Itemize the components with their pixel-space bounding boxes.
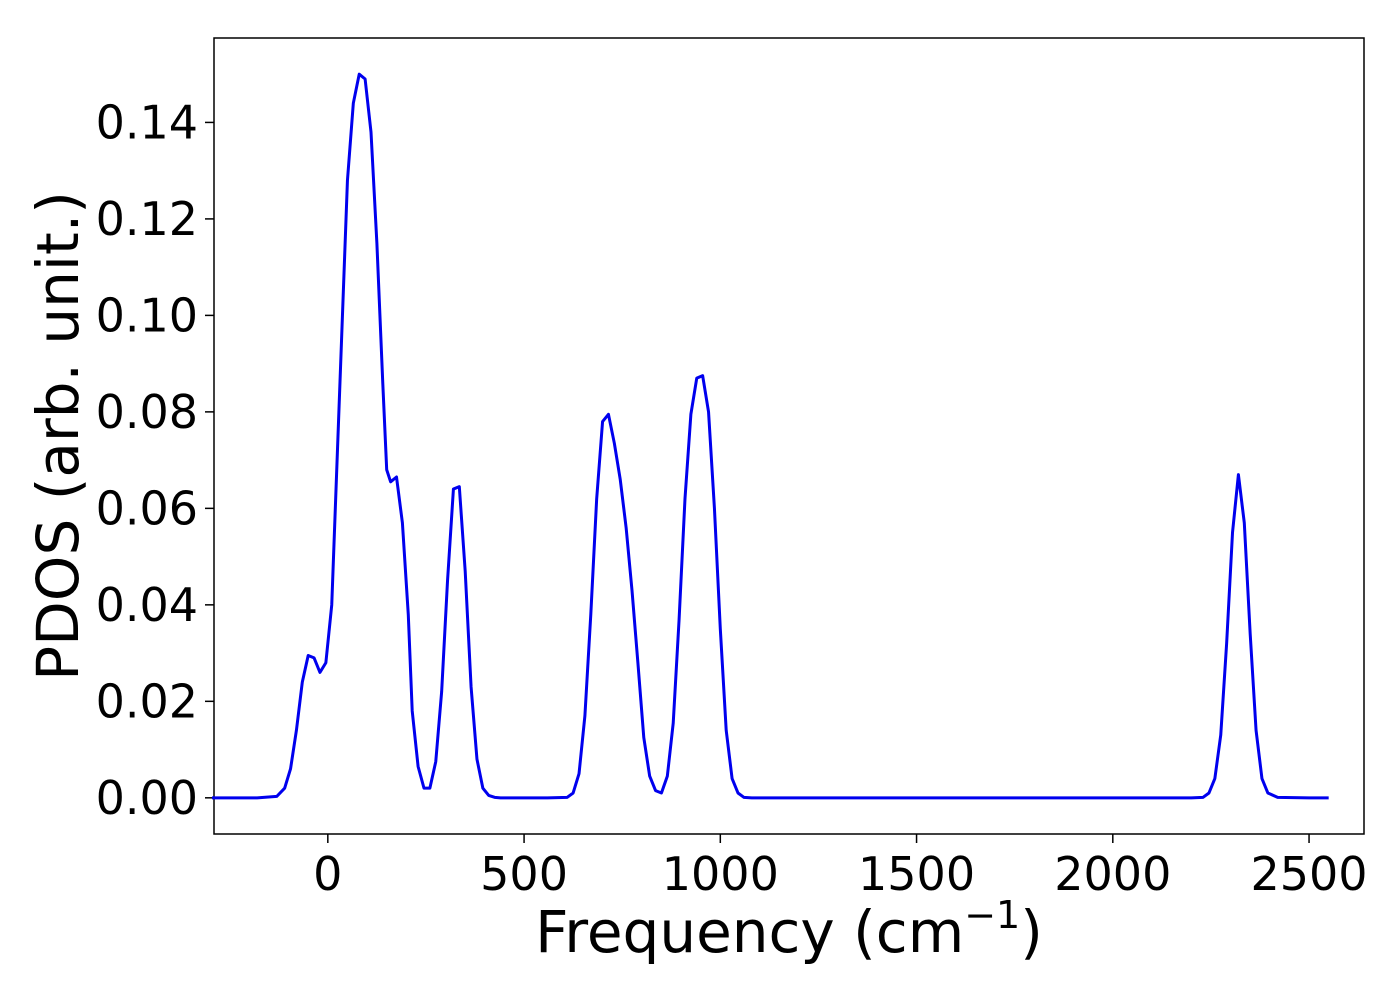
y-tick-label: 0.14	[96, 95, 198, 149]
y-tick-label: 0.06	[96, 481, 198, 535]
plot-frame	[213, 37, 1365, 835]
x-axis-label: Frequency (cm−1)	[535, 893, 1043, 966]
x-tick-label: 2500	[1251, 847, 1368, 901]
y-tick-label: 0.04	[96, 578, 198, 632]
y-tick-label: 0.10	[96, 288, 198, 342]
pdos-series-line	[212, 72, 1329, 800]
x-axis: 0 500 1000 1500 2000 2500	[313, 834, 1368, 901]
x-axis-label-superscript: −1	[964, 893, 1020, 937]
y-tick-label: 0.02	[96, 674, 198, 728]
x-tick-label: 0	[313, 847, 342, 901]
y-axis: 0.00 0.02 0.04 0.06 0.08 0.10 0.12 0.14	[96, 95, 214, 825]
x-tick-label: 2000	[1054, 847, 1171, 901]
y-tick-label: 0.08	[96, 385, 198, 439]
x-tick-label: 1000	[662, 847, 779, 901]
y-tick-label: 0.00	[96, 771, 198, 825]
x-axis-label-close: )	[1020, 898, 1043, 966]
x-tick-label: 500	[480, 847, 568, 901]
y-tick-label: 0.12	[96, 192, 198, 246]
x-tick-label: 1500	[858, 847, 975, 901]
y-axis-label: PDOS (arb. unit.)	[24, 191, 92, 681]
